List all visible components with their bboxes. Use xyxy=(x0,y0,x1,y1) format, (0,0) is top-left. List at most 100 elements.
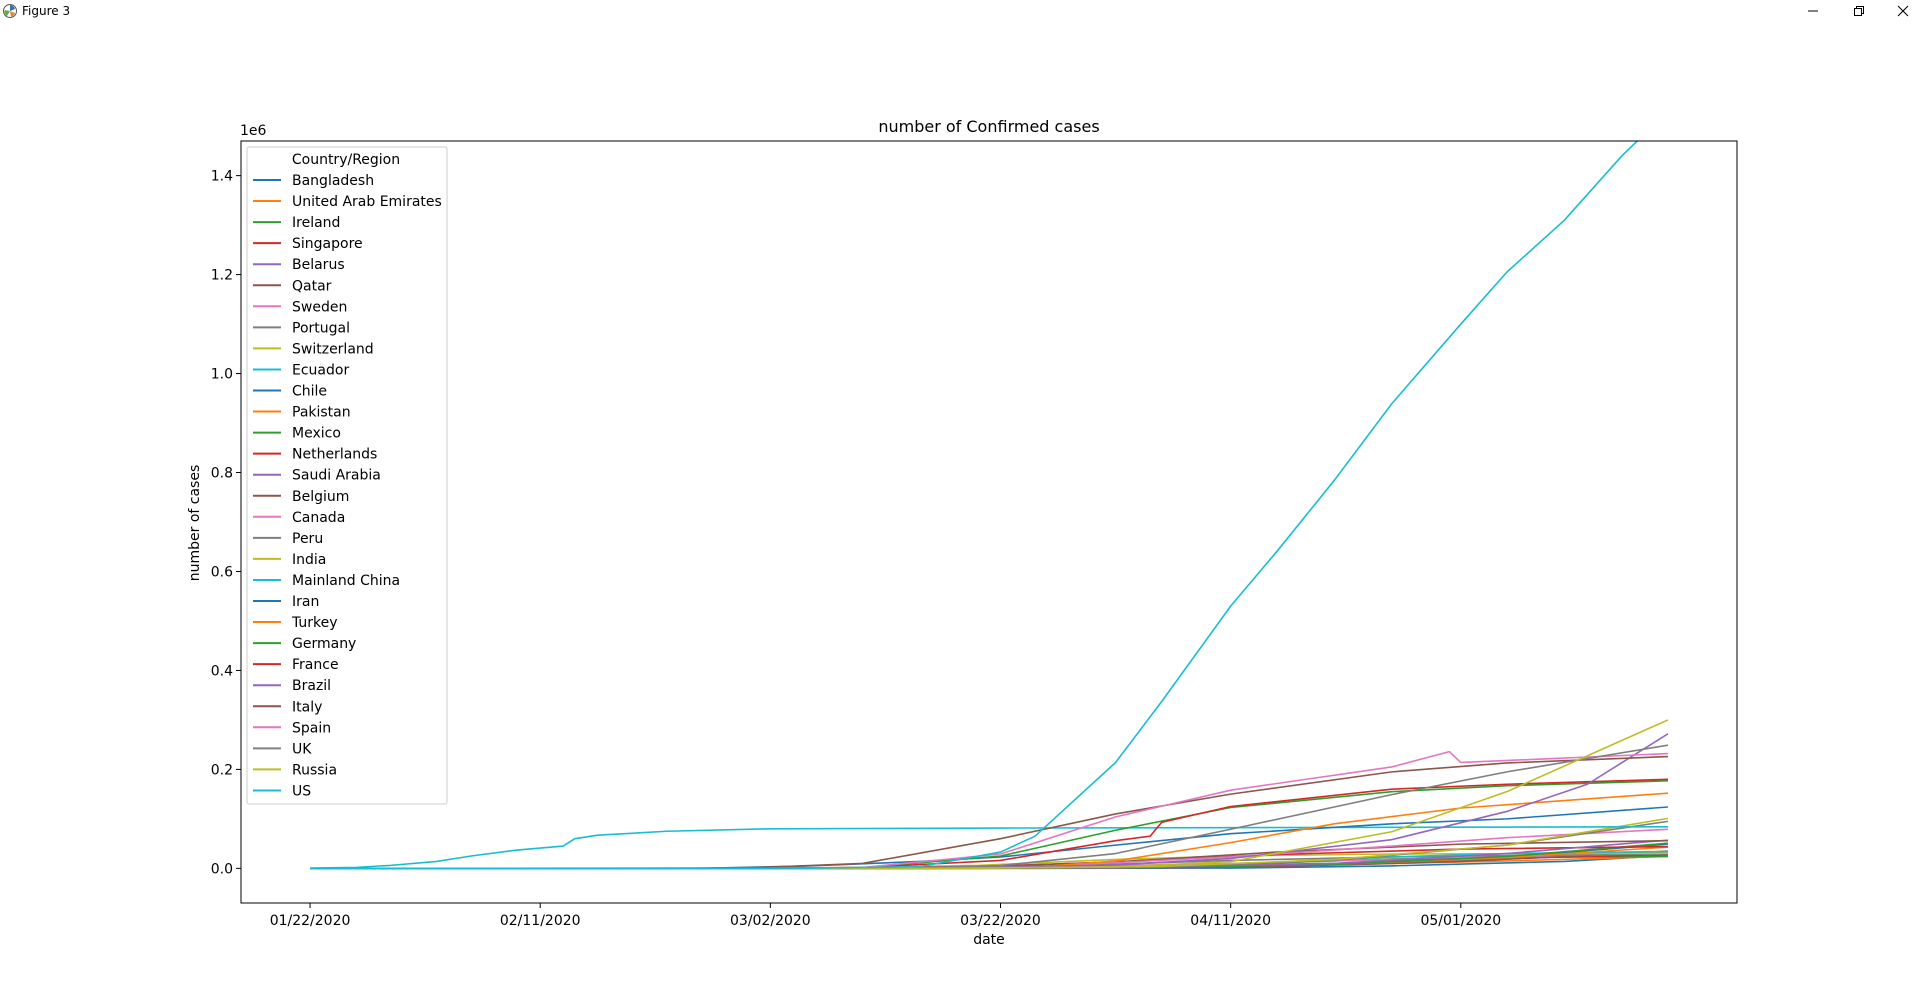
legend-label: Belarus xyxy=(292,257,345,273)
legend-entry: Spain xyxy=(253,720,331,736)
y-tick-label: 0.8 xyxy=(211,466,233,482)
legend-entry: Pakistan xyxy=(253,405,351,421)
legend-label: Sweden xyxy=(292,299,347,315)
legend-label: Qatar xyxy=(292,278,332,294)
chart-title: number of Confirmed cases xyxy=(878,117,1099,136)
plot-area-frame xyxy=(240,140,1738,904)
y-offset-label: 1e6 xyxy=(240,123,267,139)
x-tick-label: 03/02/2020 xyxy=(730,913,811,929)
legend-entry: Mexico xyxy=(253,426,341,442)
y-tick-label: 1.2 xyxy=(211,268,233,284)
legend-entry: Germany xyxy=(253,636,356,652)
legend-label: Chile xyxy=(292,384,327,400)
y-axis-label: number of cases xyxy=(187,465,203,582)
close-icon xyxy=(1897,5,1909,17)
series-line-russia xyxy=(310,719,1669,870)
legend-label: United Arab Emirates xyxy=(292,194,442,210)
legend-label: Peru xyxy=(292,531,323,547)
legend-entry: Netherlands xyxy=(253,447,377,463)
legend-entry: India xyxy=(253,552,326,568)
legend-box xyxy=(246,146,448,805)
series-line-us xyxy=(310,141,1639,870)
legend-label: France xyxy=(292,657,339,673)
legend-label: Mexico xyxy=(292,426,341,442)
y-ticks: 0.0 0.2 0.4 0.6 0.8 1.0 1.2 1.4 xyxy=(211,169,241,877)
legend-label: US xyxy=(292,783,311,799)
legend-entries: Bangladesh United Arab Emirates Ireland Sin… xyxy=(253,173,442,799)
legend-entry: Ecuador xyxy=(253,362,349,378)
legend-entry: Switzerland xyxy=(253,341,374,357)
legend-label: Pakistan xyxy=(292,405,351,421)
x-tick-label: 03/22/2020 xyxy=(960,913,1041,929)
y-tick-label: 0.4 xyxy=(211,663,233,679)
restore-button[interactable] xyxy=(1836,0,1882,22)
legend-label: Canada xyxy=(292,510,345,526)
title-bar[interactable]: Figure 3 xyxy=(0,0,1918,22)
minimize-button[interactable] xyxy=(1790,0,1836,22)
matplotlib-icon xyxy=(3,4,17,18)
x-ticks: 01/22/2020 02/11/2020 03/02/2020 03/22/2020… xyxy=(270,903,1501,929)
legend-label: Ireland xyxy=(292,215,340,231)
legend-entry: Saudi Arabia xyxy=(253,468,381,484)
series-line-italy xyxy=(310,755,1668,870)
restore-icon xyxy=(1854,6,1864,16)
legend-entry: Russia xyxy=(253,762,337,778)
legend-label: Singapore xyxy=(292,236,363,252)
legend-label: Mainland China xyxy=(292,573,400,589)
minimize-icon xyxy=(1808,10,1818,12)
legend-entry: Turkey xyxy=(253,615,338,631)
legend-entry: Italy xyxy=(253,699,322,715)
y-tick-label: 0.6 xyxy=(211,564,233,580)
legend-label: Italy xyxy=(292,699,322,715)
legend-entry: Canada xyxy=(253,510,345,526)
legend-entry: Iran xyxy=(253,594,319,610)
legend-entry: Portugal xyxy=(253,320,350,336)
legend-entry: Chile xyxy=(253,384,327,400)
legend: Country/Region Bangladesh United Arab Emi… xyxy=(246,146,448,805)
legend-label: Netherlands xyxy=(292,447,377,463)
legend-label: Germany xyxy=(292,636,356,652)
y-tick-label: 1.4 xyxy=(211,169,233,185)
legend-entry: US xyxy=(253,783,311,799)
y-tick-label: 0.0 xyxy=(211,861,233,877)
legend-label: UK xyxy=(292,741,312,757)
window-title: Figure 3 xyxy=(22,4,71,18)
legend-entry: Belgium xyxy=(253,489,349,505)
legend-entry: Singapore xyxy=(253,236,363,252)
series-layer xyxy=(310,141,1669,870)
legend-title: Country/Region xyxy=(292,152,400,168)
x-axis-label: date xyxy=(973,932,1005,948)
legend-label: Iran xyxy=(292,594,319,610)
legend-entry: Qatar xyxy=(253,278,332,294)
y-tick-label: 1.0 xyxy=(211,367,233,383)
legend-label: Turkey xyxy=(291,615,338,631)
x-tick-label: 01/22/2020 xyxy=(270,913,351,929)
x-tick-label: 04/11/2020 xyxy=(1190,913,1271,929)
legend-label: Belgium xyxy=(292,489,349,505)
x-tick-label: 05/01/2020 xyxy=(1420,913,1501,929)
legend-entry: Bangladesh xyxy=(253,173,374,189)
legend-entry: United Arab Emirates xyxy=(253,194,442,210)
series-line-mainland-china xyxy=(310,826,1668,869)
legend-entry: Belarus xyxy=(253,257,345,273)
legend-label: Portugal xyxy=(292,320,350,336)
legend-entry: Sweden xyxy=(253,299,347,315)
legend-entry: Ireland xyxy=(253,215,340,231)
legend-entry: France xyxy=(253,657,339,673)
y-tick-label: 0.2 xyxy=(211,762,233,778)
legend-entry: Brazil xyxy=(253,678,331,694)
legend-label: Saudi Arabia xyxy=(292,468,381,484)
legend-entry: Mainland China xyxy=(253,573,400,589)
legend-label: Brazil xyxy=(292,678,331,694)
legend-label: Spain xyxy=(292,720,331,736)
legend-label: Russia xyxy=(292,762,337,778)
legend-label: Switzerland xyxy=(292,341,374,357)
legend-label: Ecuador xyxy=(292,362,349,378)
legend-entry: Peru xyxy=(253,531,323,547)
legend-entry: UK xyxy=(253,741,312,757)
legend-label: India xyxy=(292,552,326,568)
close-button[interactable] xyxy=(1880,0,1918,22)
x-tick-label: 02/11/2020 xyxy=(500,913,581,929)
